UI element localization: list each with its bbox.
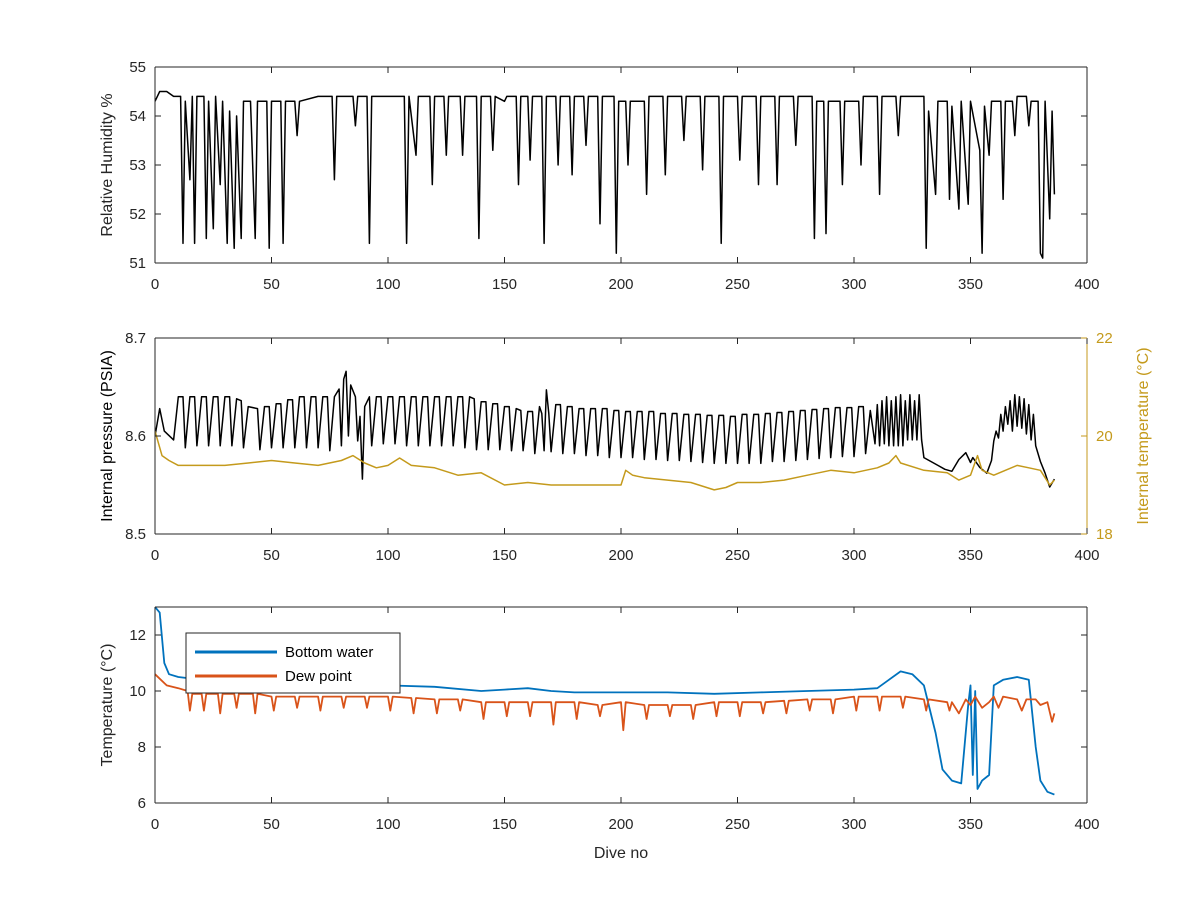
x-tick-label: 0 xyxy=(151,547,159,564)
series-line-dew-point-2 xyxy=(155,673,1056,732)
x-tick-label: 200 xyxy=(608,276,633,293)
x-tick-label: 0 xyxy=(151,276,159,293)
y-tick-label: 12 xyxy=(129,627,146,644)
legend-label-1: Bottom water xyxy=(285,644,373,661)
series-line-left-1 xyxy=(155,370,1056,488)
x-tick-label: 300 xyxy=(841,276,866,293)
series-line-right-2 xyxy=(155,430,1055,491)
x-tick-label: 200 xyxy=(608,547,633,564)
legend-label-2: Dew point xyxy=(285,668,353,685)
x-axis-label: Dive no xyxy=(594,845,648,862)
y-tick-label: 8.5 xyxy=(125,526,146,543)
x-tick-label: 350 xyxy=(958,547,983,564)
y-axis-label: Internal pressure (PSIA) xyxy=(99,350,116,522)
chart-panel-2: 0 50 100 150 200 250 300 350 400 8.5 8.6 8.7 18 20 22 I… xyxy=(99,330,1152,564)
x-tick-label: 150 xyxy=(492,547,517,564)
x-tick-label: 400 xyxy=(1074,276,1099,293)
x-tick-label: 250 xyxy=(725,547,750,564)
y-tick-label: 55 xyxy=(129,59,146,76)
y-axis-label-right: Internal temperature (°C) xyxy=(1135,347,1152,524)
x-tick-label: 150 xyxy=(492,816,517,833)
y-tick-label-right: 22 xyxy=(1096,330,1113,347)
legend: Bottom water Dew point xyxy=(185,632,401,694)
x-tick-label: 250 xyxy=(725,276,750,293)
y-axis-label: Relative Humidity % xyxy=(99,93,116,236)
x-tick-label: 350 xyxy=(958,816,983,833)
x-tick-label: 100 xyxy=(375,547,400,564)
legend-box xyxy=(185,632,401,694)
y-tick-label: 10 xyxy=(129,683,146,700)
x-tick-label: 0 xyxy=(151,816,159,833)
x-tick-label: 300 xyxy=(841,816,866,833)
x-tick-label: 250 xyxy=(725,816,750,833)
x-tick-label: 100 xyxy=(375,816,400,833)
x-tick-label: 50 xyxy=(263,547,280,564)
y-tick-label: 8 xyxy=(138,739,146,756)
y-axis-label: Temperature (°C) xyxy=(99,644,116,767)
x-tick-label: 300 xyxy=(841,547,866,564)
x-tick-label: 350 xyxy=(958,276,983,293)
y-tick-label: 6 xyxy=(138,795,146,812)
chart-panel-3: 0 50 100 150 200 250 300 350 400 6 8 10 12 Temperatur… xyxy=(99,606,1100,862)
y-tick-label: 53 xyxy=(129,157,146,174)
x-tick-label: 50 xyxy=(263,816,280,833)
y-tick-label: 8.6 xyxy=(125,428,146,445)
x-tick-label: 150 xyxy=(492,276,517,293)
x-tick-label: 400 xyxy=(1074,816,1099,833)
series-line-main-1 xyxy=(155,90,1056,259)
x-tick-label: 100 xyxy=(375,276,400,293)
y-tick-label: 8.7 xyxy=(125,330,146,347)
y-tick-label-right: 20 xyxy=(1096,428,1113,445)
x-tick-label: 400 xyxy=(1074,547,1099,564)
chart-panel-1: 0 50 100 150 200 250 300 350 400 51 52 53 54 55 Relati… xyxy=(99,59,1100,293)
y-tick-label: 54 xyxy=(129,108,146,125)
y-tick-label: 51 xyxy=(129,255,146,272)
y-tick-label-right: 18 xyxy=(1096,526,1113,543)
x-tick-label: 50 xyxy=(263,276,280,293)
x-tick-label: 200 xyxy=(608,816,633,833)
y-tick-label: 52 xyxy=(129,206,146,223)
